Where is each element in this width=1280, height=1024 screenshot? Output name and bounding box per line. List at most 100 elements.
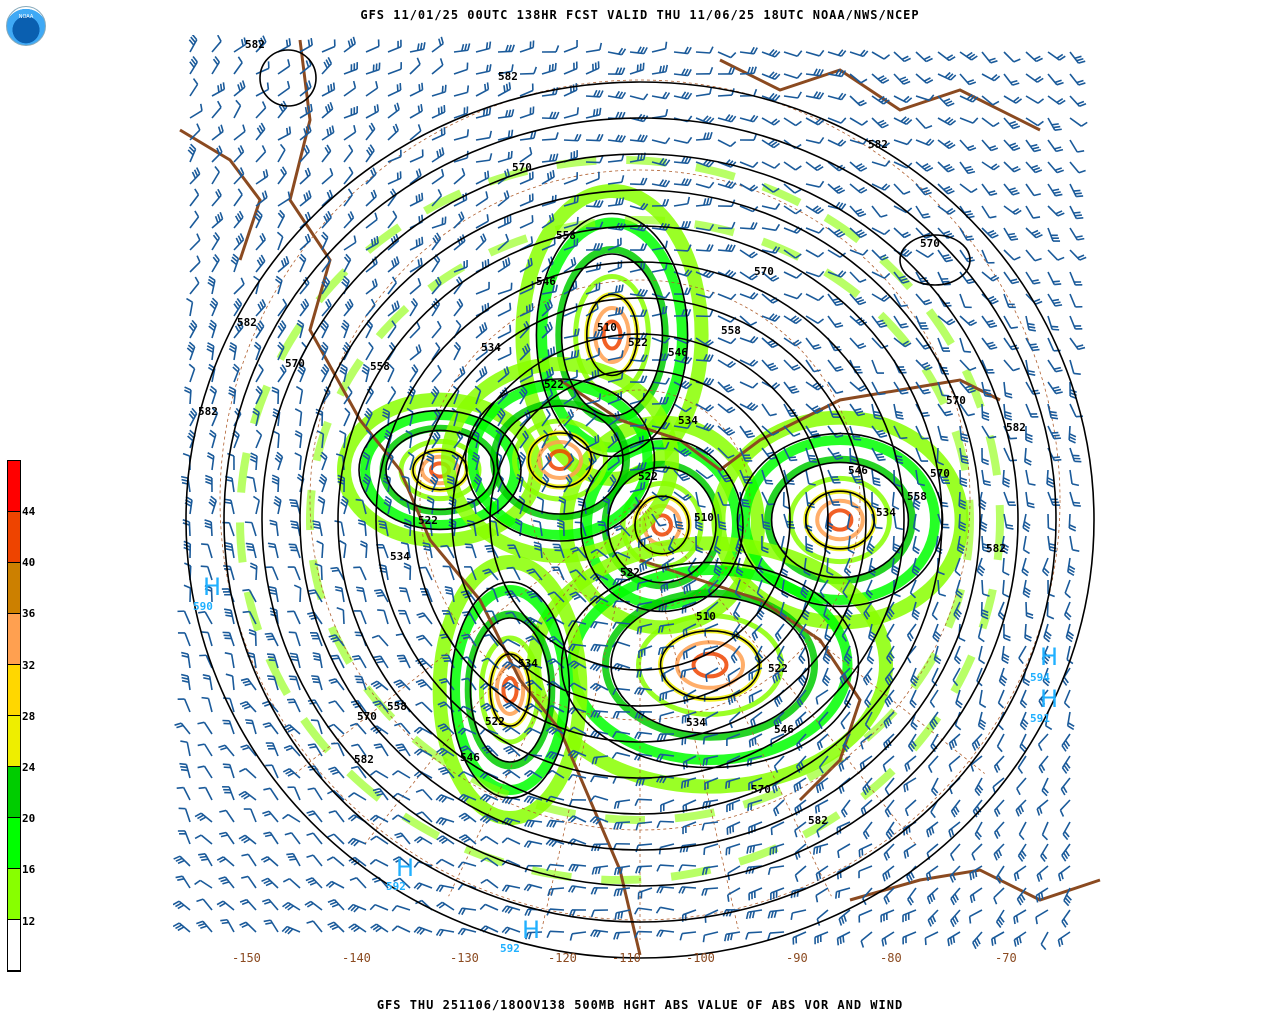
wind-barb bbox=[475, 322, 488, 339]
barb-flag bbox=[724, 180, 731, 187]
wind-barb bbox=[1043, 623, 1052, 643]
barb-flag bbox=[1050, 416, 1059, 420]
barb-flag bbox=[982, 411, 990, 415]
barb-flag bbox=[1025, 439, 1033, 444]
barb-flag bbox=[706, 244, 711, 252]
barb-flag bbox=[599, 242, 604, 251]
wind-barb bbox=[1003, 183, 1020, 196]
barb-flag bbox=[1002, 483, 1010, 488]
barb-flag bbox=[703, 198, 707, 206]
barb-staff bbox=[563, 67, 578, 75]
barb-flag bbox=[440, 168, 445, 177]
barb-staff bbox=[189, 282, 200, 295]
barb-flag bbox=[788, 456, 796, 459]
barb-flag bbox=[212, 58, 219, 66]
wind-barb bbox=[497, 215, 512, 229]
barb-flag bbox=[948, 209, 956, 215]
barb-flag bbox=[421, 82, 424, 90]
wind-barb bbox=[277, 100, 288, 119]
vorticity-band bbox=[651, 513, 673, 537]
barb-flag bbox=[836, 302, 844, 307]
barb-staff bbox=[585, 161, 601, 164]
barb-flag bbox=[816, 68, 821, 76]
wind-barb bbox=[761, 223, 781, 232]
barb-staff bbox=[893, 227, 905, 239]
barb-staff bbox=[915, 337, 926, 350]
barb-flag bbox=[682, 477, 691, 482]
wind-barb bbox=[1069, 447, 1082, 463]
barb-flag bbox=[1077, 100, 1085, 105]
barb-flag bbox=[902, 340, 910, 346]
barb-flag bbox=[795, 341, 802, 347]
wind-barb bbox=[319, 341, 329, 361]
wind-barb bbox=[1047, 161, 1064, 174]
barb-flag bbox=[880, 214, 888, 218]
barb-flag bbox=[305, 82, 310, 90]
barb-flag bbox=[686, 357, 693, 364]
barb-staff bbox=[364, 521, 367, 537]
barb-flag bbox=[795, 120, 802, 127]
barb-staff bbox=[827, 381, 837, 394]
barb-flag bbox=[595, 108, 599, 116]
barb-flag bbox=[621, 175, 625, 183]
barb-flag bbox=[533, 131, 537, 139]
wind-barb bbox=[1025, 117, 1044, 127]
wind-barb bbox=[1003, 513, 1014, 530]
wind-barb bbox=[290, 520, 301, 537]
wind-barb bbox=[981, 117, 1000, 128]
wind-barb bbox=[519, 193, 534, 207]
barb-staff bbox=[937, 425, 943, 440]
wind-barb bbox=[1025, 183, 1041, 197]
barb-staff bbox=[475, 88, 489, 97]
wind-barb bbox=[1025, 161, 1043, 174]
wind-barb bbox=[761, 246, 781, 254]
wind-barb bbox=[915, 359, 933, 371]
barb-staff bbox=[557, 566, 565, 581]
barb-flag bbox=[1054, 458, 1062, 462]
barb-flag bbox=[834, 322, 842, 326]
barb-flag bbox=[526, 343, 531, 351]
wind-barb bbox=[255, 122, 266, 141]
barb-staff bbox=[1025, 95, 1039, 104]
barb-staff bbox=[849, 95, 861, 107]
wind-barb bbox=[180, 673, 191, 691]
barb-flag bbox=[661, 65, 666, 73]
barb-staff bbox=[849, 337, 861, 349]
barb-flag bbox=[787, 482, 795, 486]
wind-barb bbox=[849, 381, 868, 392]
barb-staff bbox=[978, 645, 983, 660]
wind-barb bbox=[311, 675, 323, 691]
barb-flag bbox=[1012, 367, 1020, 372]
barb-flag bbox=[659, 179, 665, 186]
barb-staff bbox=[1047, 271, 1055, 285]
barb-flag bbox=[218, 145, 223, 153]
barb-flag bbox=[706, 474, 714, 480]
barb-flag bbox=[858, 186, 865, 192]
barb-flag bbox=[1010, 344, 1018, 348]
barb-flag bbox=[412, 298, 418, 305]
barb-flag bbox=[981, 458, 989, 463]
barb-flag bbox=[942, 254, 950, 258]
barb-staff bbox=[475, 220, 489, 229]
barb-staff bbox=[340, 588, 345, 603]
barb-flag bbox=[771, 246, 778, 253]
barb-flag bbox=[943, 185, 951, 191]
barb-flag bbox=[620, 306, 624, 314]
barb-flag bbox=[323, 278, 329, 286]
barb-flag bbox=[1008, 120, 1017, 125]
barb-flag bbox=[267, 542, 275, 546]
wind-barb bbox=[717, 139, 737, 148]
barb-flag bbox=[256, 127, 262, 135]
barb-flag bbox=[187, 149, 194, 156]
barb-staff bbox=[431, 347, 441, 361]
barb-flag bbox=[224, 652, 232, 655]
wind-barb bbox=[979, 513, 988, 532]
wind-barb bbox=[206, 452, 215, 471]
barb-flag bbox=[346, 301, 352, 308]
wind-barb bbox=[409, 298, 418, 317]
barb-staff bbox=[717, 425, 730, 436]
barb-flag bbox=[438, 38, 442, 46]
wind-barb bbox=[981, 205, 997, 219]
barb-flag bbox=[479, 326, 483, 334]
barb-staff bbox=[886, 623, 895, 637]
